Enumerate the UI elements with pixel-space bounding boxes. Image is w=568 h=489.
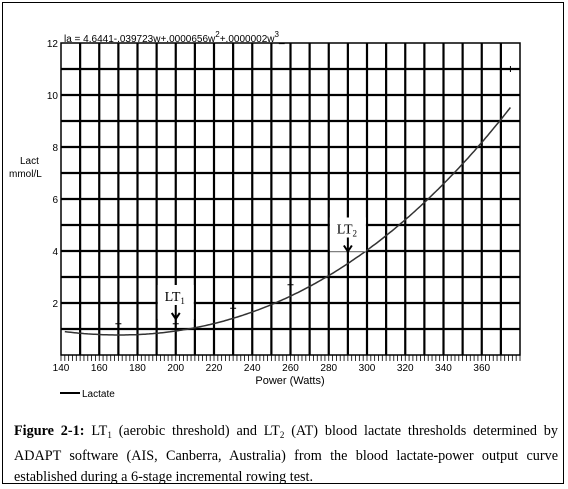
series-curve-lactate [64,107,511,336]
data-point [115,320,122,327]
x-tick-label: 300 [359,363,376,374]
equation-part-2: +.0000002w [220,34,276,45]
x-tick-label: 340 [435,363,452,374]
legend-label-lactate: Lactate [82,389,115,400]
caption-label: Figure 2-1: [14,423,85,439]
figure-frame [2,2,564,484]
equation-part-1: la = 4.6441-.039723w+.0000656w [64,34,216,45]
caption-text1: (aerobic threshold) and LT [111,423,280,439]
y-tick-label: 4 [52,247,58,258]
caption-lt2-sub: 2 [279,430,285,440]
tick-labels: 140 160 180 200 220 240 260 280 300 320 340 360 2 4 6 8… [47,39,491,374]
y-tick-label: 8 [52,143,58,154]
x-axis-label: Power (Watts) [255,375,324,387]
legend: Lactate [60,389,115,400]
fit-equation: la = 4.6441-.039723w+.0000656w2+.0000002… [64,30,285,45]
data-point [230,305,237,312]
equation-exp-3: 3 [274,30,279,39]
y-tick-label: 10 [47,91,59,102]
y-tick-label: 6 [52,195,58,206]
lactate-chart: 140 160 180 200 220 240 260 280 300 320 340 360 2 4 6 8… [9,30,521,400]
annotation-label-lt2: LT2 [337,223,357,239]
data-point [507,66,514,72]
x-tick-label: 320 [397,363,414,374]
x-tick-label: 200 [167,363,184,374]
x-tick-label: 240 [244,363,261,374]
x-tick-label: 360 [473,363,490,374]
y-tick-label: 12 [47,39,59,50]
x-tick-label: 180 [129,363,146,374]
annotation-label-lt1: LT1 [165,290,185,306]
x-tick-label: 160 [91,363,108,374]
data-point [172,320,179,327]
grid [61,43,520,355]
threshold-annotations: LT1 LT2 [157,217,366,321]
caption-lt1: LT [91,423,108,439]
annotation-arrow [170,304,181,321]
data-point [287,281,294,288]
x-tick-label: 280 [320,363,337,374]
figure-caption: Figure 2-1: LT1 (aerobic threshold) and … [14,421,558,488]
caption-text2: (AT) blood lactate thresholds determined… [14,423,558,485]
caption-lt1-sub: 1 [107,430,112,440]
equation-exp-2: 2 [215,30,220,39]
y-axis-label-line2: mmol/L [9,169,42,180]
x-minor-ticks [60,355,521,361]
x-tick-label: 140 [53,363,70,374]
y-axis-label-line1: Lact [20,156,39,167]
y-tick-label: 2 [52,299,58,310]
x-tick-label: 220 [206,363,223,374]
x-tick-label: 260 [282,363,299,374]
annotation-arrow [343,237,353,254]
